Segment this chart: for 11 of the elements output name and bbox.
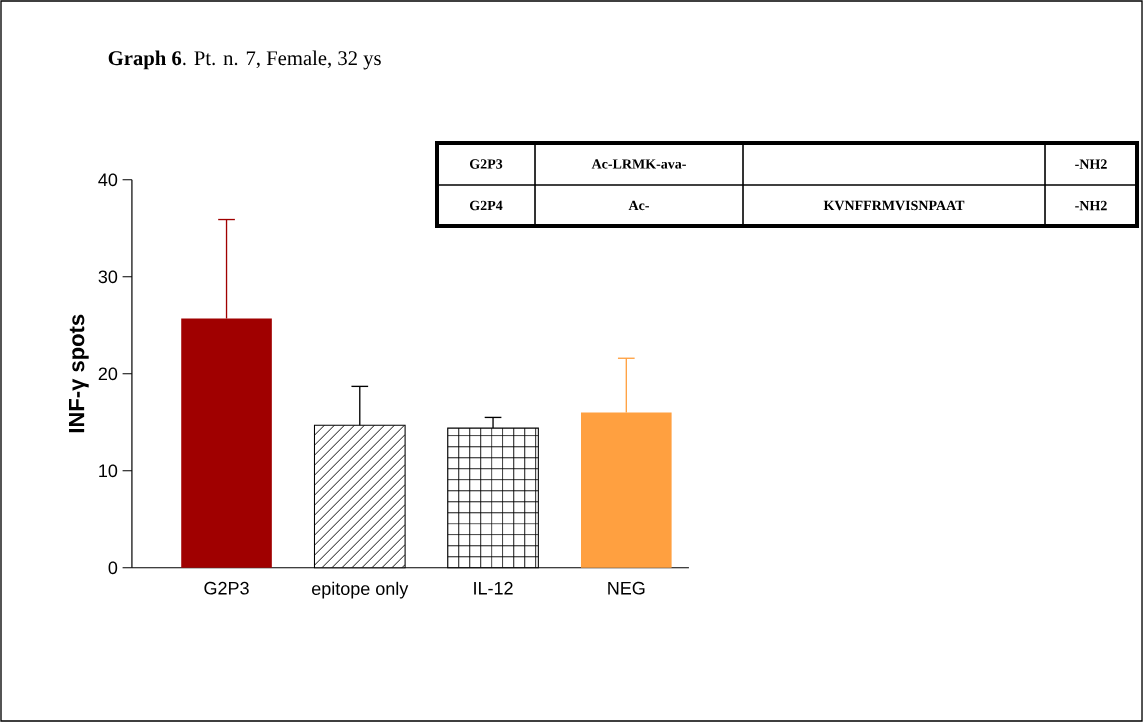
y-tick-label: 0	[108, 561, 118, 575]
chart-title: Graph 6. Pt. n. 7, Female, 32 ys	[108, 50, 381, 70]
y-tick-label: 20	[98, 367, 118, 381]
y-tick-label: 30	[98, 270, 118, 284]
x-tick-label: epitope only	[312, 581, 409, 599]
x-tick-label: G2P3	[204, 581, 249, 595]
y-tick-label: 40	[98, 173, 118, 187]
y-axis-title: INF-γ spots	[69, 314, 89, 433]
x-tick-label: NEG	[608, 581, 645, 595]
y-tick-label: 10	[99, 464, 118, 478]
x-tick-label: IL-12	[474, 581, 513, 595]
